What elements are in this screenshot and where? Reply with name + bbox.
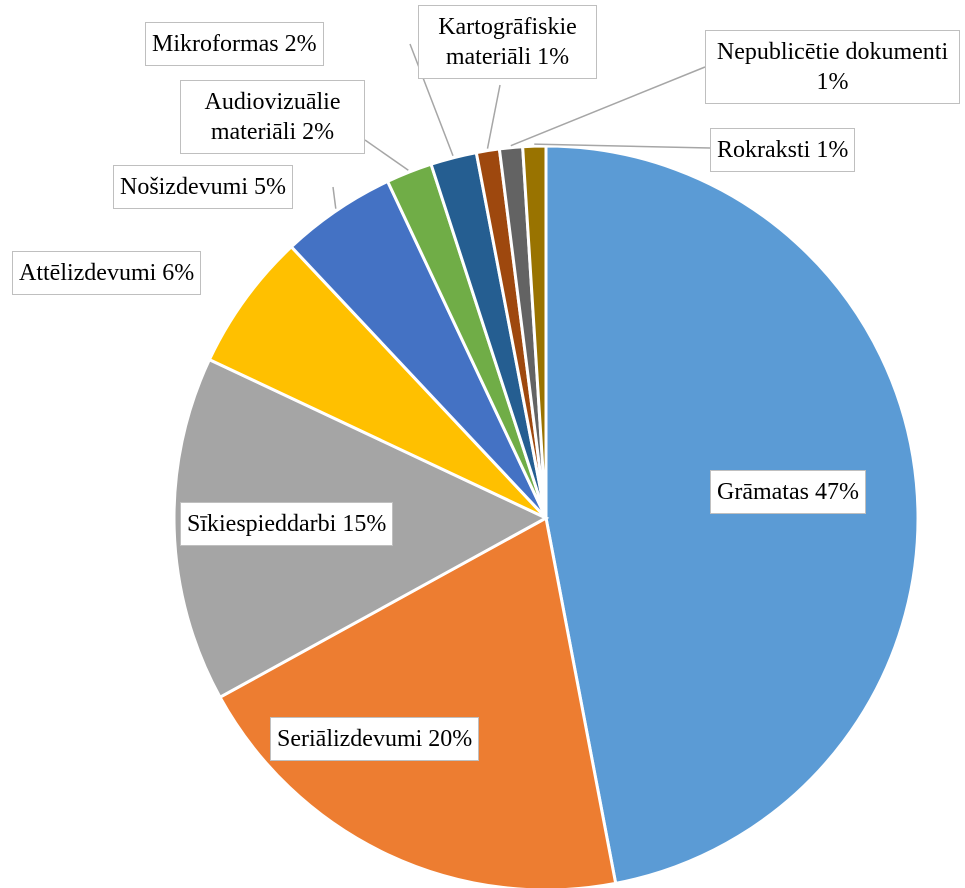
value-label: 20% [428,726,473,752]
value-label: 1% [816,137,849,163]
value-label: 47% [814,479,859,505]
data-label: Nepublicētie dokumenti 1% [705,30,960,104]
data-label: Sīkiespieddarbi 15% [180,502,394,546]
leader-line [332,186,337,209]
leader-line [409,43,454,157]
pie-slice [544,144,920,886]
pie-slice [217,515,618,888]
category-label: Attēlizdevumi [19,260,157,286]
data-label: Rokraksti 1% [710,128,856,172]
data-label: Nošizdevumi 5% [113,165,293,209]
data-label: Grāmatas 47% [710,470,866,514]
category-label: Nepublicētie dokumenti [716,39,949,65]
data-label: Kartogrāfiskie materiāli 1% [418,5,597,79]
leader-line [534,143,711,149]
data-label: Attēlizdevumi 6% [12,251,202,295]
category-label: Mikroformas [152,31,279,57]
pie-slice [207,244,548,520]
value-label: 2% [302,119,335,145]
pie-slice [521,144,548,519]
leader-line [510,66,706,147]
category-label: Kartogrāfiskie materiāli [438,14,577,70]
leader-line [364,139,409,171]
category-label: Audiovizuālie materiāli [204,89,341,145]
data-label: Seriālizdevumi 20% [270,717,480,761]
category-label: Seriālizdevumi [277,726,423,752]
value-label: 1% [537,44,570,70]
data-label: Audiovizuālie materiāli 2% [180,80,365,154]
value-label: 1% [816,69,849,95]
category-label: Sīkiespieddarbi [187,511,337,537]
value-label: 5% [253,174,286,200]
category-label: Nošizdevumi [120,174,248,200]
value-label: 2% [284,31,317,57]
leader-line [486,84,501,149]
category-label: Rokraksti [717,137,811,163]
value-label: 15% [342,511,387,537]
data-label: Mikroformas 2% [145,22,324,66]
category-label: Grāmatas [717,479,809,505]
value-label: 6% [162,260,195,286]
